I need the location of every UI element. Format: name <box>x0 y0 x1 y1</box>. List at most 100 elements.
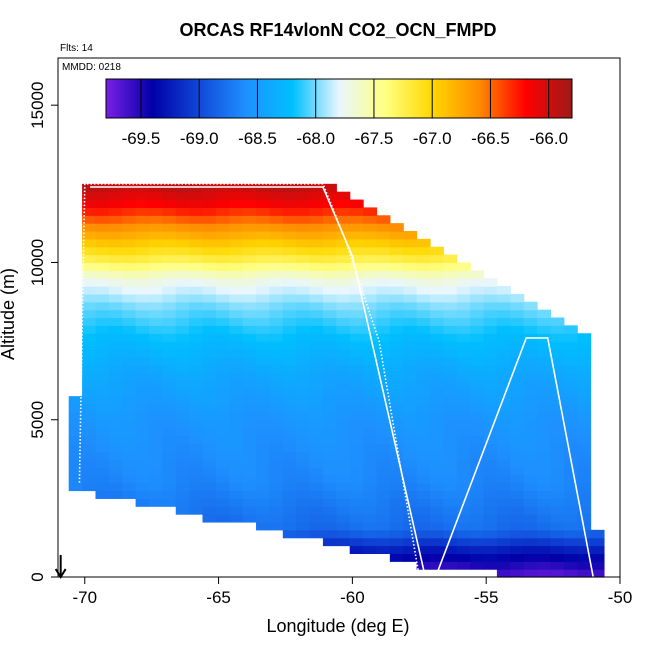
heatmap-cell <box>242 278 257 287</box>
heatmap-cell <box>175 301 190 311</box>
heatmap-cell <box>336 404 351 413</box>
heatmap-cell <box>148 286 163 295</box>
heatmap-cell <box>470 545 485 555</box>
heatmap-cell <box>537 459 552 468</box>
heatmap-cell <box>389 246 404 256</box>
heatmap-cell <box>296 356 311 366</box>
heatmap-cell <box>135 372 150 382</box>
heatmap-cell <box>363 521 378 531</box>
heatmap-cell <box>309 380 324 389</box>
heatmap-cell <box>122 482 137 492</box>
heatmap-cell <box>376 419 391 429</box>
heatmap-cell <box>416 293 431 303</box>
heatmap-cell <box>229 364 244 374</box>
heatmap-cell <box>376 529 391 539</box>
heatmap-cell <box>82 411 97 421</box>
heatmap-cell <box>309 404 324 413</box>
heatmap-cell <box>82 207 97 216</box>
heatmap-cell <box>523 459 538 468</box>
heatmap-cell <box>550 356 565 366</box>
heatmap-cell <box>429 404 444 413</box>
heatmap-cell <box>269 341 284 350</box>
heatmap-cell <box>322 490 337 499</box>
heatmap-cell <box>108 293 123 303</box>
heatmap-cell <box>443 435 458 444</box>
heatmap-cell <box>389 333 404 342</box>
heatmap-cell <box>336 293 351 303</box>
heatmap-cell <box>95 348 110 358</box>
heatmap-cell <box>256 215 271 224</box>
heatmap-cell <box>376 396 391 405</box>
heatmap-cell <box>363 466 378 476</box>
heatmap-cell <box>389 419 404 429</box>
heatmap-cell <box>429 380 444 389</box>
heatmap-cell <box>282 191 297 201</box>
heatmap-cell <box>429 262 444 271</box>
heatmap-cell <box>416 545 431 555</box>
heatmap-cell <box>363 364 378 374</box>
heatmap-cell <box>590 561 605 570</box>
heatmap-cell <box>215 411 230 421</box>
heatmap-cell <box>456 435 471 444</box>
heatmap-cell <box>229 419 244 429</box>
heatmap-cell <box>135 490 150 499</box>
heatmap-cell <box>148 388 163 397</box>
heatmap-cell <box>108 490 123 499</box>
heatmap-cell <box>296 286 311 295</box>
heatmap-cell <box>108 372 123 382</box>
heatmap-cell <box>256 380 271 389</box>
heatmap-cell <box>309 466 324 476</box>
heatmap-cell <box>108 474 123 484</box>
heatmap-cell <box>148 254 163 264</box>
heatmap-cell <box>282 207 297 216</box>
heatmap-cell <box>349 301 364 311</box>
heatmap-cell <box>256 443 271 452</box>
heatmap-cell <box>336 419 351 429</box>
heatmap-cell <box>296 278 311 287</box>
heatmap-cell <box>349 254 364 264</box>
heatmap-cell <box>483 466 498 476</box>
heatmap-cell <box>376 293 391 303</box>
heatmap-cell <box>537 404 552 413</box>
heatmap-cell <box>82 364 97 374</box>
heatmap-cell <box>416 506 431 515</box>
heatmap-cell <box>162 191 177 201</box>
heatmap-cell <box>537 317 552 326</box>
heatmap-cell <box>95 325 110 334</box>
heatmap-cell <box>122 301 137 311</box>
heatmap-cell <box>470 451 485 460</box>
heatmap-cell <box>416 388 431 397</box>
heatmap-cell <box>590 553 605 562</box>
heatmap-cell <box>443 561 458 570</box>
heatmap-cell <box>108 404 123 413</box>
heatmap-cell <box>550 341 565 350</box>
heatmap-cell <box>496 435 511 444</box>
heatmap-cell <box>309 521 324 531</box>
heatmap-cell <box>189 262 204 271</box>
heatmap-cell <box>523 301 538 311</box>
heatmap-cell <box>256 427 271 437</box>
heatmap-cell <box>470 325 485 334</box>
heatmap-cell <box>108 199 123 209</box>
heatmap-cell <box>456 301 471 311</box>
heatmap-cell <box>256 325 271 334</box>
heatmap-cell <box>256 309 271 319</box>
heatmap-cell <box>95 183 110 193</box>
heatmap-cell <box>95 404 110 413</box>
heatmap-cell <box>510 411 525 421</box>
heatmap-cell <box>550 490 565 499</box>
heatmap-cell <box>456 380 471 389</box>
heatmap-cell <box>229 372 244 382</box>
heatmap-cell <box>496 466 511 476</box>
heatmap-cell <box>309 419 324 429</box>
heatmap-cell <box>162 207 177 216</box>
heatmap-cell <box>363 514 378 523</box>
heatmap-cell <box>256 246 271 256</box>
heatmap-cell <box>483 293 498 303</box>
heatmap-cell <box>189 238 204 248</box>
heatmap-cell <box>162 364 177 374</box>
heatmap-cell <box>282 348 297 358</box>
heatmap-cell <box>496 443 511 452</box>
heatmap-cell <box>363 545 378 555</box>
heatmap-cell <box>403 451 418 460</box>
